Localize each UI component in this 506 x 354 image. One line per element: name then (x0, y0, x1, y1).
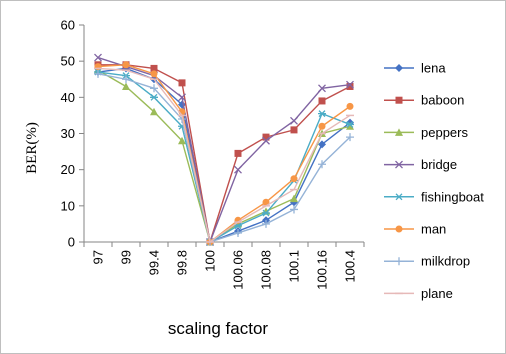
data-point (150, 64, 158, 72)
data-point (234, 228, 242, 237)
data-point (262, 198, 270, 206)
series-line (97, 64, 351, 244)
data-point (122, 82, 130, 90)
data-point (318, 160, 326, 169)
data-point (346, 133, 354, 142)
data-point (318, 84, 326, 93)
data-point (346, 80, 354, 89)
y-tick-label: 30 (61, 126, 75, 141)
x-tick-label: 99 (119, 250, 134, 264)
data-point (150, 70, 158, 78)
data-point (234, 165, 242, 174)
series-line (97, 67, 351, 244)
legend-item-plane: plane (384, 286, 453, 301)
series-line (97, 67, 351, 243)
data-point (318, 122, 326, 130)
y-tick-label: 50 (61, 54, 75, 69)
x-tick-label: 100.4 (343, 250, 358, 283)
series-line (97, 56, 351, 245)
data-point (318, 140, 326, 149)
data-point (122, 75, 130, 84)
x-tick-label: 100 (203, 250, 218, 272)
data-point (178, 136, 186, 145)
data-point (150, 84, 158, 93)
legend: lena baboon peppers bridge fishingboat man mil… (384, 61, 484, 301)
axes: 0 10 20 30 40 50 60 97 99 99.4 99.8 100 100.06 100.08… (61, 18, 365, 290)
legend-label: baboon (421, 93, 464, 108)
data-point (262, 219, 270, 228)
legend-item-fishingboat: fishingboat (384, 189, 484, 204)
legend-item-bridge: bridge (384, 157, 457, 172)
data-point (346, 122, 354, 130)
x-tick-label: 100.06 (231, 250, 246, 290)
data-point (262, 136, 270, 145)
legend-label: plane (421, 286, 453, 301)
legend-marker (395, 193, 403, 201)
legend-marker (395, 160, 403, 169)
legend-marker (395, 225, 403, 233)
x-tick-label: 99.8 (175, 250, 190, 275)
legend-label: bridge (421, 157, 457, 172)
legend-label: man (421, 222, 446, 237)
legend-item-lena: lena (384, 61, 446, 76)
x-tick-label: 97 (91, 250, 106, 264)
series-layer (94, 53, 354, 246)
series-line (97, 69, 351, 244)
legend-item-baboon: baboon (384, 93, 464, 108)
series-plane (94, 67, 354, 244)
x-tick-label: 100.08 (259, 250, 274, 290)
data-point (346, 82, 354, 90)
x-tick-label: 99.4 (147, 250, 162, 275)
y-tick-label: 60 (61, 18, 75, 33)
x-tick-label: 100.1 (287, 250, 302, 283)
data-point (178, 93, 186, 102)
data-point (318, 110, 326, 118)
y-tick-label: 40 (61, 90, 75, 105)
legend-marker (395, 96, 403, 104)
data-point (262, 133, 270, 141)
legend-item-milkdrop: milkdrop (384, 254, 470, 269)
data-point (178, 79, 186, 87)
data-point (290, 116, 298, 125)
x-axis-title: scaling factor (168, 319, 268, 338)
y-tick-label: 0 (68, 235, 75, 250)
legend-label: fishingboat (421, 189, 484, 204)
data-point (318, 97, 326, 105)
data-point (290, 205, 298, 214)
series-line (97, 73, 351, 243)
data-point (290, 175, 298, 183)
legend-item-peppers: peppers (384, 125, 468, 140)
series-line (98, 64, 351, 243)
y-tick-label: 20 (61, 162, 75, 177)
data-point (262, 209, 270, 217)
legend-label: peppers (421, 125, 468, 140)
data-point (290, 194, 298, 203)
legend-marker (395, 128, 403, 136)
legend-marker (395, 64, 403, 72)
x-tick-label: 100.16 (315, 250, 330, 290)
data-point (150, 107, 158, 116)
legend-label: milkdrop (421, 254, 470, 269)
data-point (234, 149, 242, 157)
data-point (346, 102, 354, 110)
data-point (122, 61, 130, 69)
data-point (94, 53, 102, 62)
legend-marker (395, 257, 403, 266)
y-tick-label: 10 (61, 198, 75, 213)
data-point (94, 69, 102, 78)
legend-item-man: man (384, 222, 446, 237)
data-point (290, 126, 298, 134)
y-axis-title: BER(%) (24, 122, 40, 174)
legend-label: lena (421, 61, 446, 76)
data-point (346, 120, 354, 128)
data-point (150, 93, 158, 101)
series-line (97, 71, 351, 244)
